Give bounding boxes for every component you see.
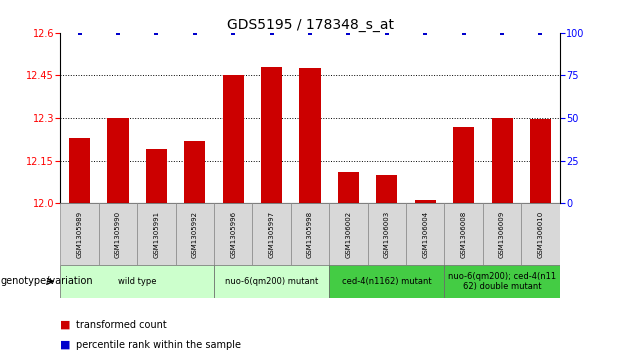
Text: GSM1306009: GSM1306009 <box>499 211 505 258</box>
Point <box>382 30 392 36</box>
Text: ■: ■ <box>60 340 71 350</box>
Text: ■: ■ <box>60 320 71 330</box>
Point <box>74 30 85 36</box>
Bar <box>406 203 445 265</box>
Bar <box>522 203 560 265</box>
Title: GDS5195 / 178348_s_at: GDS5195 / 178348_s_at <box>226 18 394 32</box>
Text: GSM1305991: GSM1305991 <box>153 211 160 258</box>
Text: GSM1306004: GSM1306004 <box>422 211 428 258</box>
Point <box>266 30 277 36</box>
Point <box>343 30 354 36</box>
Text: GSM1305990: GSM1305990 <box>115 211 121 258</box>
Bar <box>445 265 560 298</box>
Bar <box>176 203 214 265</box>
Bar <box>69 138 90 203</box>
Bar <box>492 118 513 203</box>
Text: transformed count: transformed count <box>76 320 167 330</box>
Text: wild type: wild type <box>118 277 156 286</box>
Text: nuo-6(qm200) mutant: nuo-6(qm200) mutant <box>225 277 318 286</box>
Point <box>497 30 507 36</box>
Bar <box>214 265 329 298</box>
Text: GSM1306010: GSM1306010 <box>537 211 544 258</box>
Text: percentile rank within the sample: percentile rank within the sample <box>76 340 241 350</box>
Bar <box>107 118 128 203</box>
Point <box>536 30 546 36</box>
Bar <box>60 203 99 265</box>
Point <box>113 30 123 36</box>
Bar <box>252 203 291 265</box>
Bar <box>300 68 321 203</box>
Bar <box>60 265 214 298</box>
Bar <box>214 203 252 265</box>
Bar <box>99 203 137 265</box>
Text: GSM1305997: GSM1305997 <box>268 211 275 258</box>
Text: GSM1305998: GSM1305998 <box>307 211 313 258</box>
Bar <box>223 76 244 203</box>
Bar <box>291 203 329 265</box>
Point <box>459 30 469 36</box>
Point <box>305 30 315 36</box>
Bar <box>415 200 436 203</box>
Bar <box>146 149 167 203</box>
Text: GSM1306002: GSM1306002 <box>345 211 352 258</box>
Point <box>190 30 200 36</box>
Text: GSM1305989: GSM1305989 <box>76 211 83 258</box>
Point <box>228 30 238 36</box>
Text: genotype/variation: genotype/variation <box>1 276 93 286</box>
Bar <box>329 203 368 265</box>
Bar <box>368 203 406 265</box>
Text: nuo-6(qm200); ced-4(n11
62) double mutant: nuo-6(qm200); ced-4(n11 62) double mutan… <box>448 272 556 291</box>
Bar <box>261 67 282 203</box>
Bar <box>329 265 445 298</box>
Text: GSM1305992: GSM1305992 <box>192 211 198 258</box>
Bar <box>445 203 483 265</box>
Bar <box>338 172 359 203</box>
Text: GSM1306003: GSM1306003 <box>384 211 390 258</box>
Bar <box>137 203 176 265</box>
Point <box>151 30 162 36</box>
Bar <box>530 119 551 203</box>
Point <box>420 30 431 36</box>
Bar <box>453 127 474 203</box>
Text: GSM1306008: GSM1306008 <box>460 211 467 258</box>
Text: GSM1305996: GSM1305996 <box>230 211 236 258</box>
Bar <box>184 141 205 203</box>
Text: ced-4(n1162) mutant: ced-4(n1162) mutant <box>342 277 432 286</box>
Bar <box>483 203 522 265</box>
Bar <box>377 175 398 203</box>
